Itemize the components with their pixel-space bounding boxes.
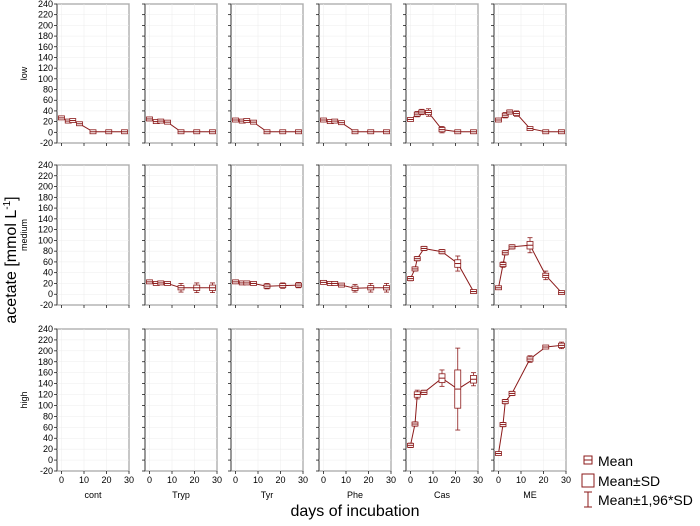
panel-frame [493,164,567,306]
x-tick-label: 10 [341,475,351,485]
y-tick-label: 40 [43,106,53,116]
row-label-low: low [19,66,29,80]
x-axis-label: days of incubation [291,503,420,520]
y-tick-label: 60 [43,95,53,105]
y-tick-label: 40 [43,268,53,278]
panel-frame [493,3,567,144]
y-tick-label: 60 [43,422,53,432]
y-tick-label: 160 [38,368,53,378]
panel-frame [144,328,218,472]
y-axis-label: acetate [mmol L-1] [2,196,20,323]
column-label-me: ME [523,490,537,500]
y-tick-label: 180 [38,192,53,202]
y-tick-label: 200 [38,20,53,30]
row-label-medium: medium [19,219,29,251]
y-tick-label: 200 [38,182,53,192]
y-tick-label: 20 [43,278,53,288]
x-tick-label: 20 [101,475,111,485]
x-tick-label: 10 [516,475,526,485]
column-label-cont: cont [84,490,102,500]
x-tick-label: 20 [189,475,199,485]
y-tick-label: 0 [48,127,53,137]
y-tick-label: 100 [38,400,53,410]
legend: Mean Mean±SD Mean±1,96*SD [581,453,693,508]
y-tick-label: 0 [48,289,53,299]
legend-ci-label: Mean±1,96*SD [598,492,693,508]
panel-frame [230,328,304,472]
y-tick-label: 100 [38,74,53,84]
y-tick-label: 220 [38,335,53,345]
x-tick-label: 0 [147,475,152,485]
legend-mean-label: Mean [598,453,633,469]
column-label-tryp: Tryp [172,490,190,500]
x-tick-label: 30 [212,475,222,485]
x-tick-label: 0 [59,475,64,485]
x-tick-label: 0 [496,475,501,485]
panel-frame [56,164,130,306]
y-tick-label: 120 [38,390,53,400]
y-tick-label: 40 [43,433,53,443]
y-tick-label: 160 [38,42,53,52]
x-tick-label: 30 [561,475,571,485]
y-tick-label: 120 [38,225,53,235]
panel-frame [318,328,392,472]
x-tick-label: 30 [473,475,483,485]
y-tick-label: -20 [40,300,53,310]
x-tick-label: 0 [408,475,413,485]
x-tick-label: 0 [233,475,238,485]
column-label-cas: Cas [434,490,451,500]
y-tick-label: 80 [43,246,53,256]
y-tick-label: 80 [43,85,53,95]
y-tick-label: 180 [38,31,53,41]
row-label-high: high [19,391,29,408]
x-tick-label: 30 [386,475,396,485]
y-tick-label: 140 [38,379,53,389]
y-tick-label: 240 [38,324,53,334]
y-tick-label: 140 [38,214,53,224]
legend-sd-label: Mean±SD [598,473,660,489]
x-tick-label: 10 [79,475,89,485]
y-tick-label: 80 [43,411,53,421]
y-tick-label: 120 [38,63,53,73]
x-tick-label: 20 [275,475,285,485]
y-tick-label: 100 [38,235,53,245]
legend-sd-symbol [581,473,595,488]
y-tick-label: 160 [38,203,53,213]
column-label-phe: Phe [347,490,363,500]
x-tick-label: 10 [253,475,263,485]
y-tick-label: 220 [38,171,53,181]
x-tick-label: 30 [124,475,134,485]
panel-frame [405,3,479,144]
y-tick-label: 240 [38,0,53,9]
column-label-tyr: Tyr [261,490,274,500]
x-tick-label: 20 [450,475,460,485]
x-tick-label: 0 [321,475,326,485]
y-tick-label: 200 [38,346,53,356]
y-tick-label: 20 [43,117,53,127]
y-tick-label: 180 [38,357,53,367]
panel-frame [405,328,479,472]
y-tick-label: 140 [38,52,53,62]
x-tick-label: 20 [538,475,548,485]
y-tick-label: -20 [40,466,53,476]
y-tick-label: 60 [43,257,53,267]
y-tick-label: -20 [40,138,53,148]
x-tick-label: 10 [167,475,177,485]
y-tick-label: 0 [48,455,53,465]
y-tick-label: 220 [38,10,53,20]
x-tick-label: 30 [298,475,308,485]
x-tick-label: 20 [363,475,373,485]
y-tick-label: 20 [43,444,53,454]
panel-frame [56,328,130,472]
panel-frame [405,164,479,306]
y-tick-label: 240 [38,160,53,170]
x-tick-label: 10 [428,475,438,485]
